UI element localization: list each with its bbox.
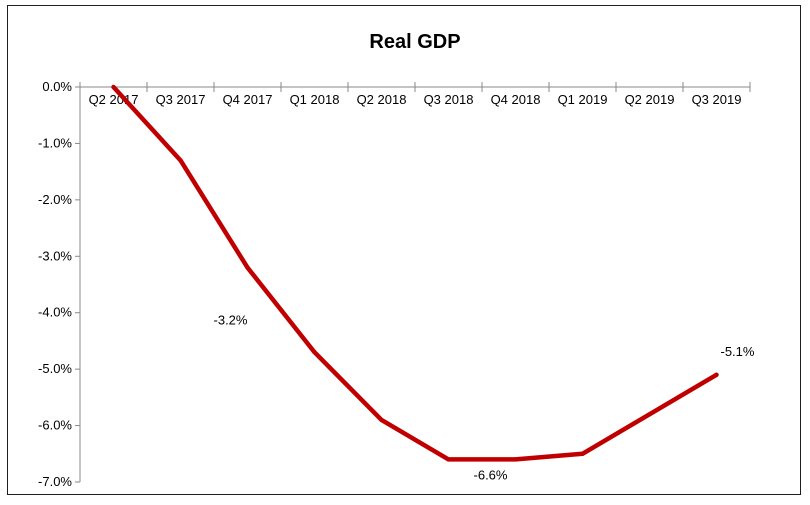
gdp-series-line xyxy=(111,84,719,462)
data-point xyxy=(446,457,451,462)
x-axis-tick-labels: Q2 2017 Q3 2017 Q4 2017 Q1 2018 Q2 2018 Q3 20… xyxy=(89,92,742,107)
y-tick-label: -5.0% xyxy=(38,361,72,376)
data-point xyxy=(245,265,250,270)
data-point xyxy=(580,451,585,456)
y-tick-label: -6.0% xyxy=(38,418,72,433)
x-tick-label: Q2 2018 xyxy=(357,92,407,107)
y-tick-label: -3.0% xyxy=(38,248,72,263)
data-point xyxy=(379,417,384,422)
x-tick-label: Q2 2019 xyxy=(625,92,675,107)
chart-title: Real GDP xyxy=(369,31,460,53)
data-point xyxy=(647,412,652,417)
axes xyxy=(75,82,751,483)
y-tick-label: -7.0% xyxy=(38,474,72,489)
data-label: -5.1% xyxy=(721,344,755,359)
x-tick-label: Q3 2017 xyxy=(156,92,206,107)
data-label: -3.2% xyxy=(214,313,248,328)
y-tick-label: -2.0% xyxy=(38,192,72,207)
data-label: -6.6% xyxy=(474,467,508,482)
data-point xyxy=(312,350,317,355)
data-point xyxy=(714,372,719,377)
x-tick-label: Q1 2018 xyxy=(290,92,340,107)
data-point xyxy=(178,158,183,163)
x-tick-label: Q3 2019 xyxy=(692,92,742,107)
data-point xyxy=(111,85,116,89)
x-tick-label: Q4 2018 xyxy=(491,92,541,107)
series-layer xyxy=(111,84,719,462)
x-tick-label: Q1 2019 xyxy=(558,92,608,107)
data-labels: -3.2% -6.6% -5.1% xyxy=(214,313,755,483)
y-axis-tick-labels: 0.0% -1.0% -2.0% -3.0% -4.0% -5.0% -6.0% -7.0% xyxy=(38,79,72,489)
x-tick-label: Q3 2018 xyxy=(424,92,474,107)
y-tick-label: 0.0% xyxy=(42,79,72,94)
data-point xyxy=(513,457,518,462)
x-tick-label: Q4 2017 xyxy=(223,92,273,107)
y-tick-label: -4.0% xyxy=(38,305,72,320)
y-tick-label: -1.0% xyxy=(38,135,72,150)
